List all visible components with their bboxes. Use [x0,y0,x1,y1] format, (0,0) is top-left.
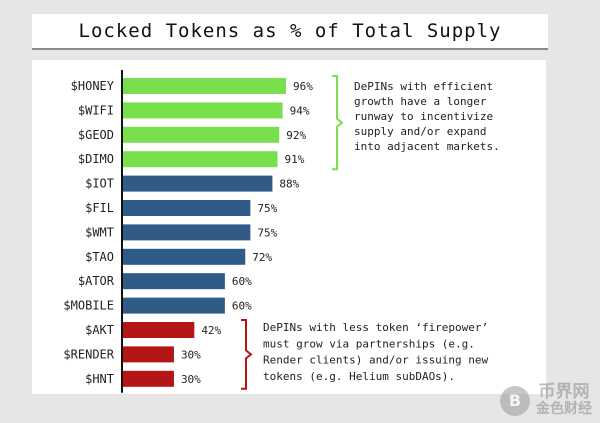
value-label-honey: 96% [293,80,313,93]
annotation-1-line-1: DePINs with efficient [354,80,493,93]
value-label-wifi: 94% [290,104,310,117]
category-label-wifi: $WIFI [78,103,114,117]
bar-render [123,346,174,363]
bar-geod [123,126,280,143]
value-label-tao: 72% [252,251,272,264]
value-label-iot: 88% [279,178,299,191]
chart-panel: $HONEY 96% $WIFI 94% $GEOD 92% $DIMO 91% $IOT 88%… [32,60,546,394]
watermark: B 币界网 金色财经 [500,384,592,417]
watermark-bottom-text: 金色财经 [536,401,592,418]
value-label-render: 30% [181,348,201,361]
bar-wmt [123,224,251,241]
watermark-top-text: 币界网 [538,382,590,403]
category-label-render: $RENDER [63,347,114,361]
annotation-1-line-4: supply and/or expand [354,125,486,138]
annotation-2-line-4: tokens (e.g. Helium subDAOs). [263,370,455,383]
bar-fil [123,200,251,216]
bar-iot [123,175,273,192]
value-label-wmt: 75% [257,226,277,239]
value-label-dimo: 91% [285,153,305,166]
bar-dimo [123,151,278,168]
category-label-tao: $TAO [85,250,114,264]
value-label-ator: 60% [232,275,252,288]
annotation-2-line-1: DePINs with less token ‘firepower’ [263,321,488,334]
annotation-2-line-3: Render clients) and/or issuing new [263,354,489,367]
value-label-hnt: 30% [181,373,201,386]
annotation-1-line-5: into adjacent markets. [354,140,500,153]
watermark-logo-icon: B [500,385,530,416]
category-label-honey: $HONEY [71,79,115,93]
annotation-2-line-2: must grow via partnerships (e.g. [263,337,475,350]
bar-ator [123,273,225,290]
category-label-dimo: $DIMO [78,152,114,166]
annotation-bracket-2 [241,319,253,390]
annotation-1-line-2: growth have a longer [354,95,487,108]
value-label-fil: 75% [257,202,277,215]
category-label-wmt: $WMT [85,225,114,239]
category-label-iot: $IOT [85,177,114,191]
value-label-geod: 92% [286,129,306,142]
annotation-bracket-1 [332,75,344,171]
bar-chart: $HONEY 96% $WIFI 94% $GEOD 92% $DIMO 91% $IOT 88%… [63,70,500,393]
bar-honey [123,78,287,94]
bar-wifi [123,102,283,119]
bar-akt [123,322,195,338]
category-label-fil: $FIL [85,201,114,215]
category-label-mobile: $MOBILE [63,299,114,313]
chart-title: Locked Tokens as % of Total Supply [78,20,502,42]
bar-tao [123,248,246,265]
annotation-1-line-3: runway to incentivize [354,110,493,123]
category-label-hnt: $HNT [85,372,114,386]
bar-hnt [123,370,174,387]
bar-mobile [123,297,225,314]
category-label-geod: $GEOD [78,128,114,142]
chart-title-bar: Locked Tokens as % of Total Supply [32,14,548,50]
watermark-text: 币界网 金色财经 [536,384,592,417]
value-label-akt: 42% [201,324,221,337]
category-label-akt: $AKT [85,323,114,337]
value-label-mobile: 60% [232,300,252,313]
category-label-ator: $ATOR [78,274,115,288]
